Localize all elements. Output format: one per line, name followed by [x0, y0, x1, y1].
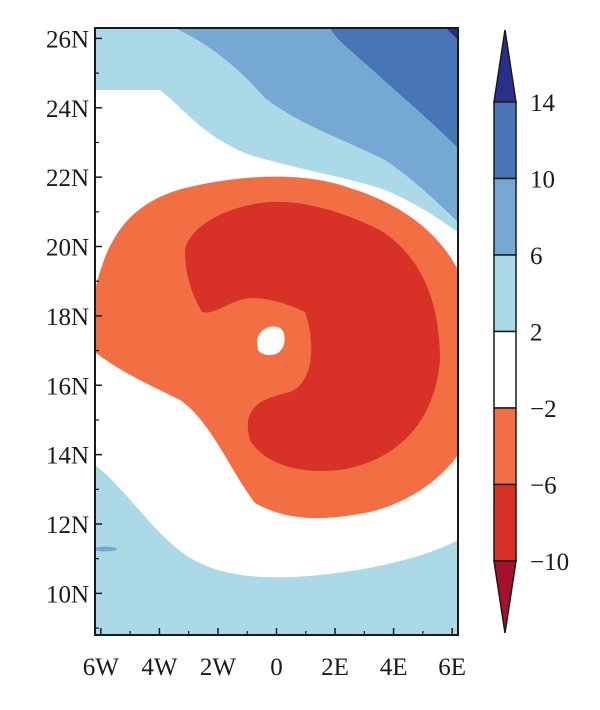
- plot-area: [95, 28, 458, 635]
- colorbar-label: −2: [530, 396, 557, 423]
- x-tick-label: 4E: [380, 654, 408, 681]
- colorbar-segment: [493, 407, 517, 486]
- colorbar-label: −6: [530, 473, 557, 500]
- contour-red: [185, 201, 440, 471]
- x-tick-label: 6W: [83, 654, 120, 681]
- colorbar-label: 2: [530, 320, 543, 347]
- colorbar-segment: [493, 177, 517, 256]
- y-tick-label: 16N: [46, 373, 89, 400]
- colorbar-label: 14: [530, 90, 556, 117]
- x-tick-label: 2W: [200, 654, 237, 681]
- x-tick-label: 6E: [438, 654, 466, 681]
- contour-dark-blue: [330, 28, 458, 148]
- colorbar-top-extend: [493, 29, 517, 103]
- y-tick-label: 12N: [46, 512, 89, 539]
- x-tick-label: 4W: [141, 654, 178, 681]
- colorbar: 14 10 6 2 −2 −6 −10: [493, 29, 569, 634]
- x-tick-label: 2E: [321, 654, 349, 681]
- y-tick-label: 20N: [46, 235, 89, 262]
- contour-navy: [446, 28, 458, 40]
- y-tick-label: 10N: [46, 581, 89, 608]
- colorbar-bottom-extend: [493, 560, 517, 634]
- contour-white-center: [257, 326, 285, 356]
- colorbar-label: 6: [530, 243, 543, 270]
- colorbar-segment: [493, 330, 517, 409]
- colorbar-segment: [493, 101, 517, 180]
- contour-white-tail: [95, 546, 117, 552]
- y-tick-label: 18N: [46, 304, 89, 331]
- y-axis: 10N 12N 14N 16N 18N 20N 22N 24N 26N: [46, 26, 102, 629]
- colorbar-segment: [493, 254, 517, 333]
- colorbar-segment: [493, 483, 517, 562]
- colorbar-label: −10: [530, 549, 569, 576]
- y-tick-label: 14N: [46, 443, 89, 470]
- y-tick-label: 22N: [46, 165, 89, 192]
- y-tick-label: 24N: [46, 96, 89, 123]
- x-axis: 6W 4W 2W 0 2E 4E 6E: [83, 628, 466, 681]
- colorbar-label: 10: [530, 167, 555, 194]
- y-tick-label: 26N: [46, 26, 89, 53]
- x-tick-label: 0: [270, 654, 283, 681]
